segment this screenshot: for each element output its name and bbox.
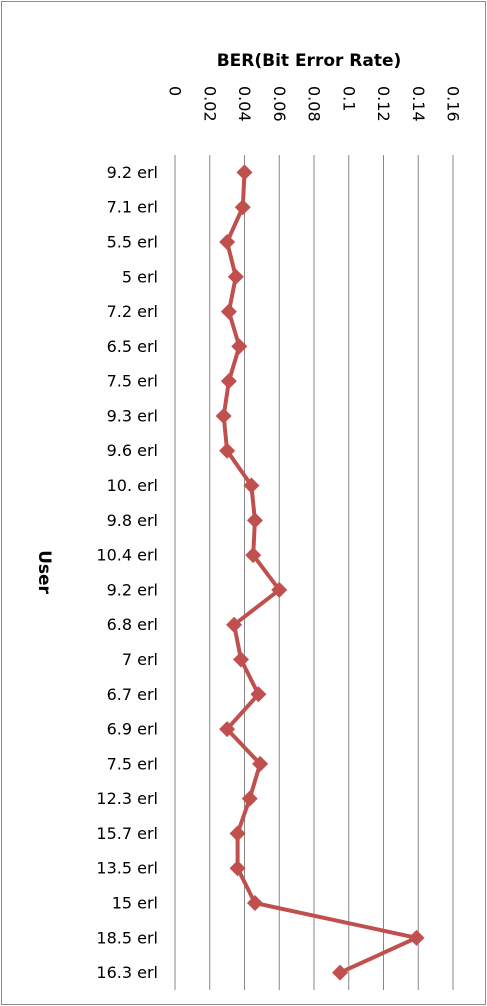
data-point-marker (219, 442, 236, 459)
data-point-marker (234, 199, 251, 216)
category-label: 9.2 erl (107, 163, 158, 182)
data-point-marker (215, 407, 232, 424)
category-label: 9.2 erl (107, 580, 158, 599)
value-tick-label: 0.1 (339, 86, 358, 111)
ber-series-line (221, 172, 419, 975)
value-axis-ticks: 0 0.02 0.04 0.06 0.08 0.1 0.12 0.14 0.16 (166, 86, 463, 122)
category-label: 5 erl (122, 267, 158, 286)
category-label: 10.4 erl (96, 546, 158, 565)
category-labels: 9.2 erl 7.1 erl 5.5 erl 5 erl 7.2 erl 6.5 erl… (96, 163, 158, 982)
value-tick-label: 0.14 (409, 86, 428, 122)
data-point-marker (332, 964, 349, 981)
category-label: 7.5 erl (107, 372, 158, 391)
data-point-marker (219, 721, 236, 738)
data-point-marker (229, 860, 246, 877)
data-point-marker (271, 581, 288, 598)
data-point-marker (243, 477, 260, 494)
value-tick-label: 0.02 (200, 86, 219, 122)
category-label: 18.5 erl (96, 928, 158, 947)
category-label: 6.9 erl (107, 720, 158, 739)
value-tick-label: 0.08 (305, 86, 324, 122)
data-point-marker (220, 303, 237, 320)
value-tick-label: 0.04 (235, 86, 254, 122)
value-tick-label: 0.16 (444, 86, 463, 122)
category-label: 6.7 erl (107, 685, 158, 704)
category-label: 6.5 erl (107, 337, 158, 356)
category-label: 15.7 erl (96, 824, 158, 843)
category-label: 9.3 erl (107, 406, 158, 425)
data-point-marker (226, 616, 243, 633)
category-label: 7.1 erl (107, 198, 158, 217)
data-point-marker (229, 825, 246, 842)
category-label: 12.3 erl (96, 789, 158, 808)
category-label: 15 erl (112, 894, 158, 913)
value-tick-label: 0 (166, 86, 185, 96)
data-point-marker (245, 547, 262, 564)
category-label: 9.6 erl (107, 441, 158, 460)
chart-title: BER(Bit Error Rate) (217, 51, 402, 71)
data-point-marker (408, 929, 425, 946)
data-point-marker (236, 164, 253, 181)
category-label: 5.5 erl (107, 232, 158, 251)
data-point-marker (231, 338, 248, 355)
category-axis-title: User (34, 550, 54, 594)
series-layer (221, 172, 419, 975)
category-label: 7.5 erl (107, 754, 158, 773)
category-label: 16.3 erl (96, 963, 158, 982)
data-point-marker (246, 895, 263, 912)
data-point-marker (220, 373, 237, 390)
value-tick-label: 0.06 (270, 86, 289, 122)
category-label: 7 erl (122, 650, 158, 669)
data-point-marker (219, 233, 236, 250)
category-label: 7.2 erl (107, 302, 158, 321)
category-label: 10. erl (107, 476, 158, 495)
category-label: 13.5 erl (96, 859, 158, 878)
category-label: 6.8 erl (107, 615, 158, 634)
category-label: 9.8 erl (107, 511, 158, 530)
data-point-marker (250, 686, 267, 703)
gridlines (174, 155, 454, 990)
data-point-marker (246, 512, 263, 529)
value-tick-label: 0.12 (374, 86, 393, 122)
data-point-marker (227, 268, 244, 285)
data-point-marker (241, 790, 258, 807)
data-point-marker (233, 651, 250, 668)
data-point-marker (252, 755, 269, 772)
marker-layer (215, 164, 425, 981)
